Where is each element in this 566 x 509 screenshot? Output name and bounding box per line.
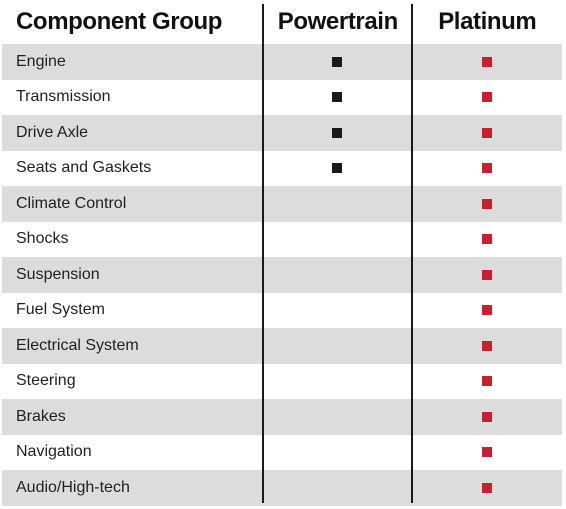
- red-square-icon: [482, 163, 492, 174]
- red-square-icon: [482, 127, 492, 138]
- platinum-cell: [412, 447, 562, 458]
- component-name: Electrical System: [16, 336, 139, 354]
- component-name: Navigation: [16, 443, 92, 461]
- red-square-icon: [482, 376, 492, 387]
- table-body: Engine Transmission Drive Axle Seats and Ga…: [2, 44, 562, 506]
- platinum-cell: [412, 376, 562, 387]
- red-square-icon: [482, 447, 492, 458]
- powertrain-cell: [262, 163, 412, 174]
- black-square-icon: [332, 56, 342, 67]
- black-square-icon: [332, 127, 342, 138]
- table-row: Engine: [2, 44, 562, 80]
- table-row: Shocks: [2, 222, 562, 258]
- red-square-icon: [482, 482, 492, 493]
- table-row: Steering: [2, 364, 562, 400]
- header-powertrain: Powertrain: [277, 8, 398, 35]
- platinum-cell: [412, 269, 562, 280]
- platinum-cell: [412, 482, 562, 493]
- platinum-cell: [412, 411, 562, 422]
- component-name: Climate Control: [16, 194, 127, 212]
- red-square-icon: [482, 411, 492, 422]
- platinum-cell: [412, 56, 562, 67]
- red-square-icon: [482, 198, 492, 209]
- black-square-icon: [332, 163, 342, 174]
- component-name: Brakes: [16, 407, 66, 425]
- component-name: Steering: [16, 372, 76, 390]
- powertrain-cell: [262, 56, 412, 67]
- black-square-icon: [332, 92, 342, 103]
- table-row: Brakes: [2, 399, 562, 435]
- platinum-cell: [412, 127, 562, 138]
- red-square-icon: [482, 269, 492, 280]
- red-square-icon: [482, 305, 492, 316]
- component-name: Transmission: [16, 88, 111, 106]
- platinum-cell: [412, 340, 562, 351]
- column-divider-platinum: [411, 4, 413, 503]
- component-name: Seats and Gaskets: [16, 159, 152, 177]
- table-header: Component Group Powertrain Platinum: [2, 0, 562, 44]
- red-square-icon: [482, 234, 492, 245]
- table-row: Transmission: [2, 80, 562, 116]
- header-component-group: Component Group: [16, 8, 222, 35]
- column-divider-powertrain: [262, 4, 264, 503]
- platinum-cell: [412, 234, 562, 245]
- component-name: Suspension: [16, 265, 100, 283]
- table-row: Electrical System: [2, 328, 562, 364]
- component-name: Engine: [16, 52, 66, 70]
- table-row: Suspension: [2, 257, 562, 293]
- table-row: Fuel System: [2, 293, 562, 329]
- red-square-icon: [482, 56, 492, 67]
- table-row: Audio/High-tech: [2, 470, 562, 506]
- component-name: Fuel System: [16, 301, 105, 319]
- red-square-icon: [482, 340, 492, 351]
- table-row: Climate Control: [2, 186, 562, 222]
- table-row: Seats and Gaskets: [2, 151, 562, 187]
- powertrain-cell: [262, 92, 412, 103]
- platinum-cell: [412, 163, 562, 174]
- component-name: Audio/High-tech: [16, 478, 130, 496]
- header-platinum: Platinum: [438, 8, 537, 35]
- table-row: Navigation: [2, 435, 562, 471]
- platinum-cell: [412, 92, 562, 103]
- component-name: Shocks: [16, 230, 69, 248]
- platinum-cell: [412, 198, 562, 209]
- powertrain-cell: [262, 127, 412, 138]
- table-row: Drive Axle: [2, 115, 562, 151]
- red-square-icon: [482, 92, 492, 103]
- component-name: Drive Axle: [16, 123, 89, 141]
- platinum-cell: [412, 305, 562, 316]
